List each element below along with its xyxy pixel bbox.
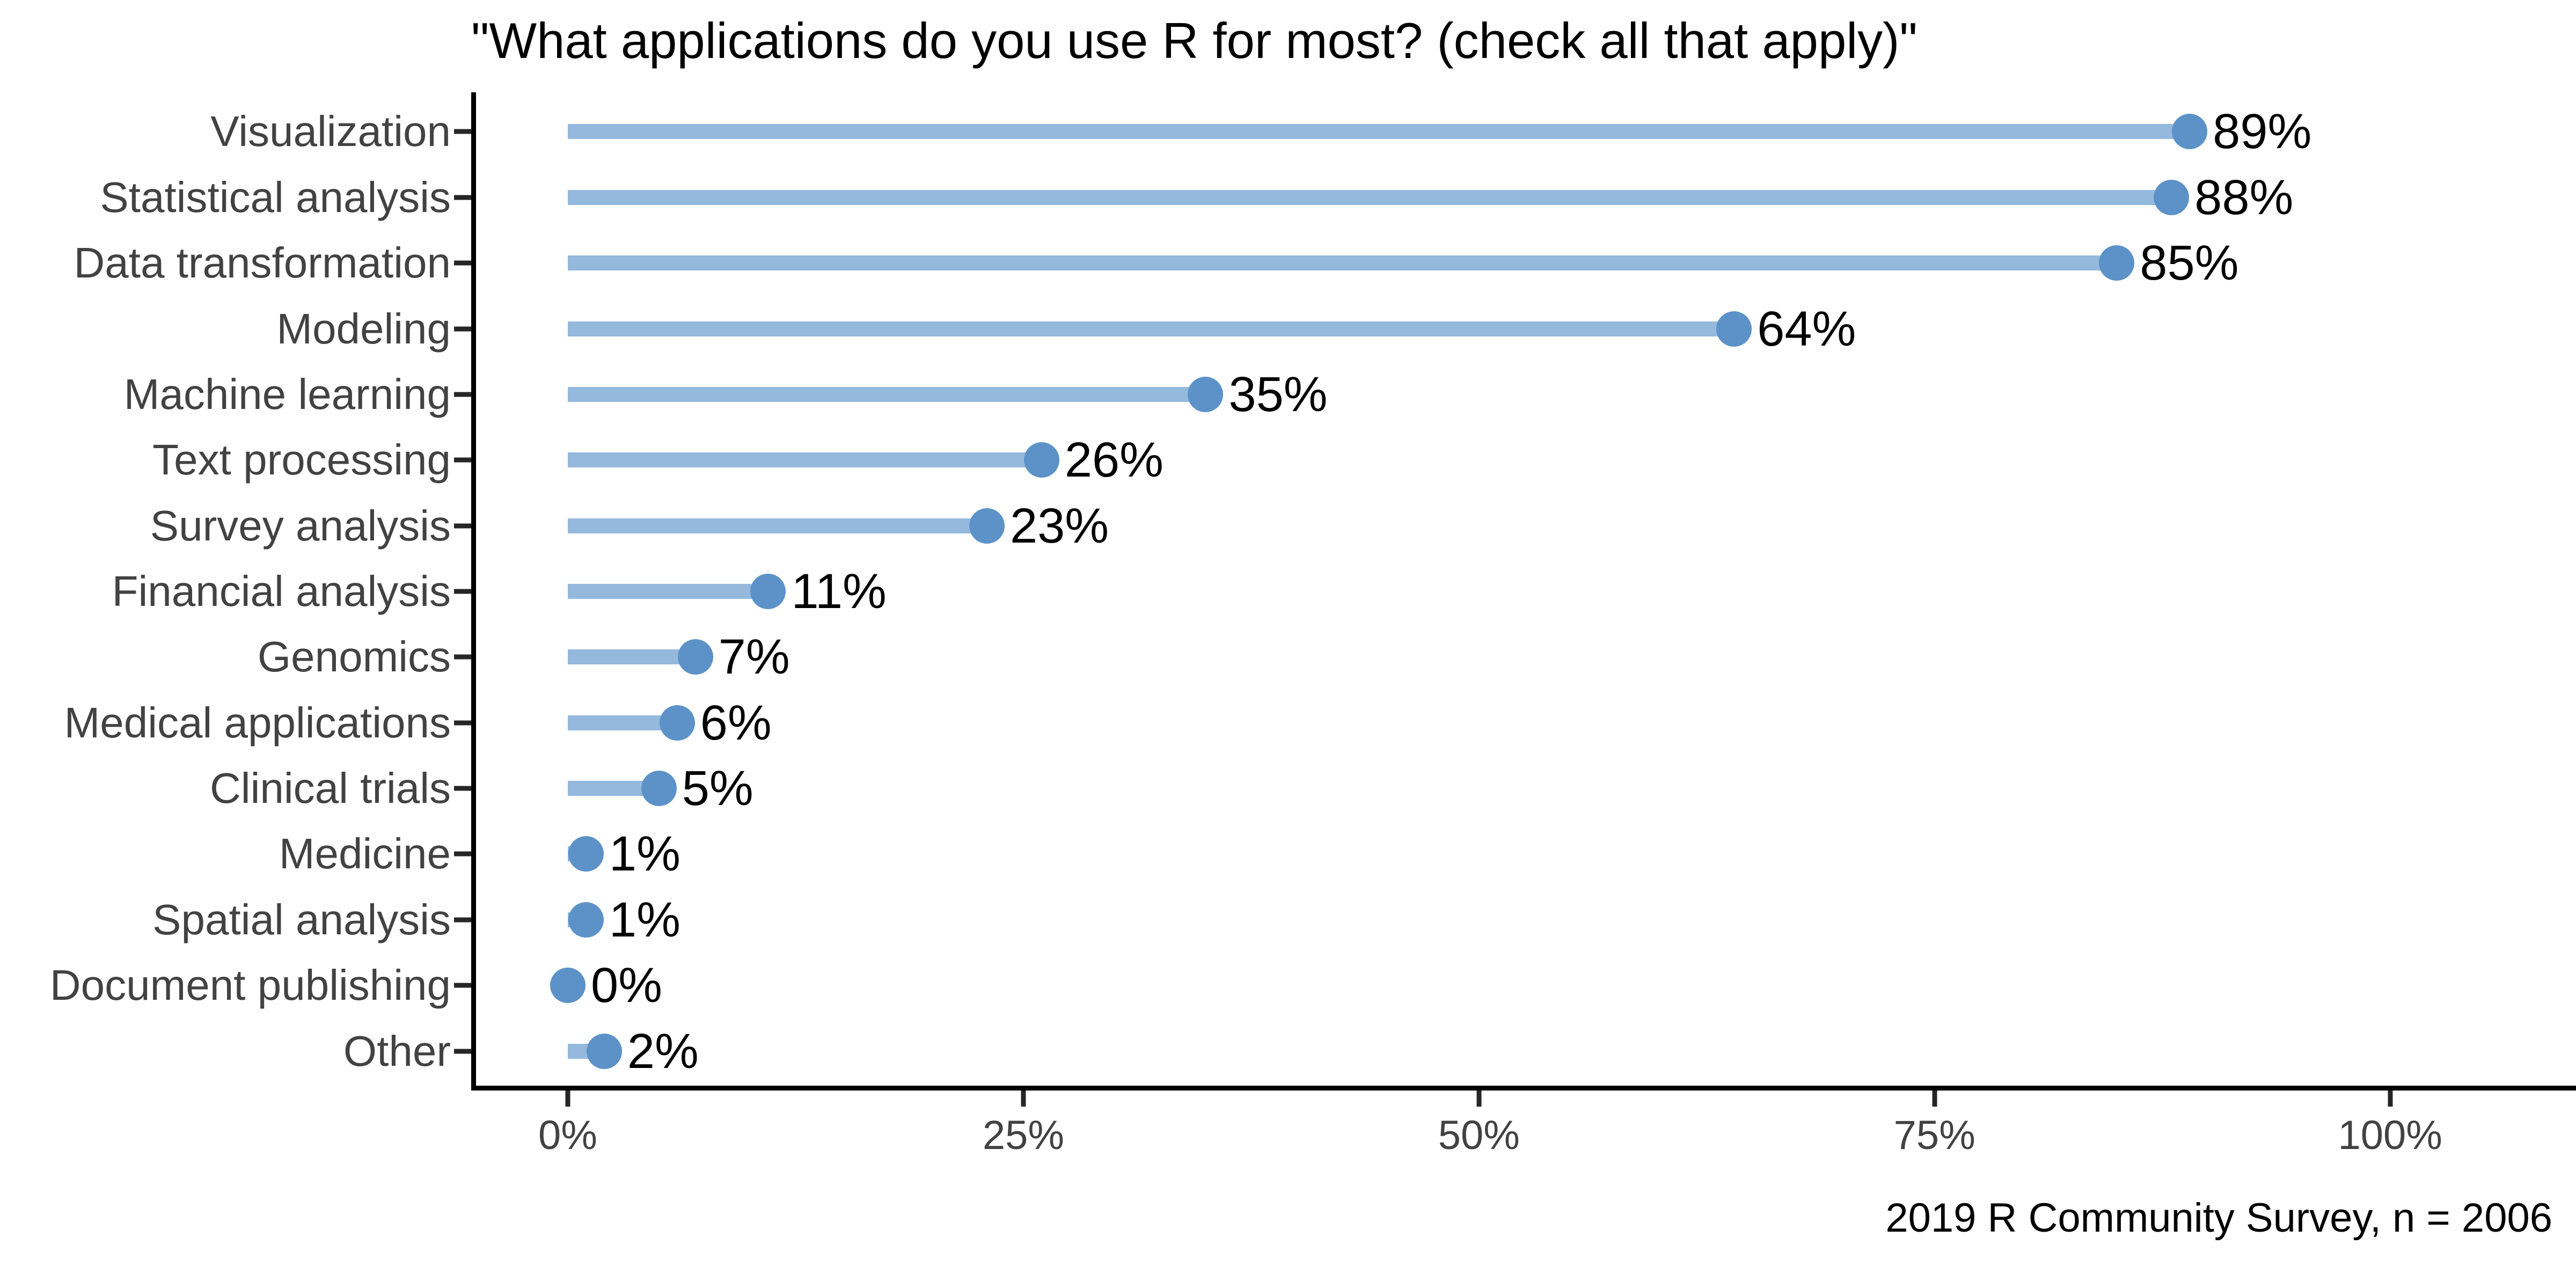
lollipop-stem <box>567 189 2172 205</box>
y-axis-tick <box>454 457 471 463</box>
lollipop-dot <box>2099 245 2135 281</box>
x-axis-tick-label: 75% <box>1893 1113 1975 1158</box>
x-axis-tick <box>1932 1091 1937 1107</box>
value-label: 35% <box>1228 367 1328 422</box>
y-axis-tick <box>454 786 471 791</box>
y-axis-tick <box>454 326 471 332</box>
y-axis-tick <box>454 917 471 923</box>
y-axis-tick <box>454 720 471 726</box>
x-axis-tick <box>2388 1091 2393 1107</box>
value-label: 2% <box>627 1023 699 1079</box>
lollipop-dot <box>750 574 786 609</box>
lollipop-dot <box>659 705 695 741</box>
category-label: Other <box>343 1027 451 1075</box>
chart-title: "What applications do you use R for most… <box>471 12 1918 69</box>
x-axis-tick-label: 0% <box>538 1113 597 1158</box>
plot-panel <box>471 92 2576 1091</box>
category-label: Document publishing <box>49 961 451 1009</box>
lollipop-dot <box>2154 179 2190 215</box>
value-label: 88% <box>2194 170 2294 225</box>
category-label: Medicine <box>279 830 451 878</box>
y-axis-tick <box>454 195 471 200</box>
lollipop-stem <box>567 452 1042 468</box>
lollipop-stem <box>567 584 769 599</box>
category-label: Spatial analysis <box>152 895 451 943</box>
x-axis-tick-label: 100% <box>2338 1113 2442 1158</box>
category-label: Data transformation <box>74 239 451 287</box>
lollipop-stem <box>567 715 677 730</box>
value-label: 0% <box>590 958 662 1013</box>
value-label: 6% <box>700 695 772 750</box>
category-label: Visualization <box>210 107 451 156</box>
value-label: 23% <box>1009 498 1109 553</box>
y-axis-tick <box>454 392 471 397</box>
lollipop-dot <box>1716 311 1752 347</box>
y-axis-tick <box>454 523 471 529</box>
y-axis-tick <box>454 260 471 266</box>
lollipop-dot <box>969 508 1005 544</box>
lollipop-dot <box>677 639 713 675</box>
x-axis-tick <box>1476 1091 1482 1107</box>
y-axis-tick <box>454 983 471 988</box>
category-label: Clinical trials <box>210 764 451 813</box>
x-axis-tick <box>565 1091 570 1107</box>
lollipop-dot <box>568 836 604 872</box>
lollipop-dot <box>586 1033 622 1069</box>
value-label: 1% <box>609 826 680 882</box>
value-label: 89% <box>2213 104 2312 159</box>
x-axis-tick-label: 50% <box>1438 1113 1520 1158</box>
category-label: Statistical analysis <box>100 173 451 221</box>
lollipop-dot <box>550 968 586 1004</box>
value-label: 11% <box>791 564 887 619</box>
lollipop-dot <box>641 771 677 807</box>
x-axis-tick <box>1021 1091 1026 1107</box>
lollipop-dot <box>568 902 604 938</box>
y-axis-tick <box>454 851 471 857</box>
lollipop-dot <box>1023 442 1059 478</box>
y-axis-tick <box>454 1049 471 1054</box>
chart-caption: 2019 R Community Survey, n = 2006 <box>1885 1195 2552 1241</box>
lollipop-stem <box>567 124 2190 140</box>
lollipop-stem <box>567 321 1735 336</box>
value-label: 64% <box>1757 301 1856 356</box>
category-label: Text processing <box>152 436 451 484</box>
y-axis-tick <box>454 589 471 594</box>
lollipop-stem <box>567 386 1206 402</box>
category-label: Genomics <box>257 633 451 681</box>
category-label: Modeling <box>276 304 451 353</box>
category-label: Medical applications <box>64 698 451 747</box>
value-label: 26% <box>1064 433 1163 488</box>
x-axis-tick-label: 25% <box>982 1113 1064 1158</box>
y-axis-tick <box>454 654 471 660</box>
value-label: 5% <box>682 761 753 816</box>
lollipop-stem <box>567 518 987 533</box>
lollipop-stem <box>567 649 696 665</box>
y-axis-tick <box>454 129 471 134</box>
lollipop-dot <box>1188 376 1224 412</box>
value-label: 7% <box>718 630 790 685</box>
category-label: Machine learning <box>123 370 451 418</box>
value-label: 1% <box>609 892 680 947</box>
category-label: Survey analysis <box>150 501 451 550</box>
lollipop-dot <box>2172 114 2208 150</box>
value-label: 85% <box>2140 236 2239 291</box>
category-label: Financial analysis <box>112 567 451 615</box>
lollipop-stem <box>567 255 2117 271</box>
